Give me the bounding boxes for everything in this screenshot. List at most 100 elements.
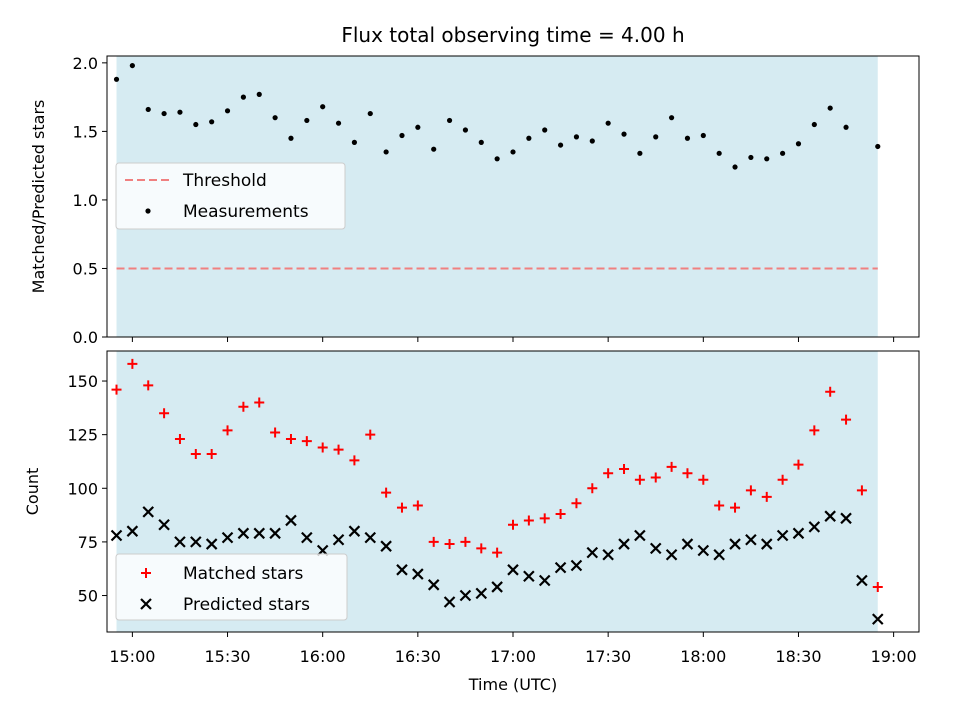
predicted-star-point bbox=[523, 570, 535, 583]
matched-star-point bbox=[523, 515, 534, 526]
measurement-point bbox=[557, 142, 564, 148]
count-legend-box bbox=[115, 553, 348, 621]
ratio-legend-box bbox=[115, 162, 346, 230]
predicted-star-point bbox=[856, 574, 868, 587]
measurement-point bbox=[811, 121, 817, 128]
y-tick-label: 100 bbox=[67, 479, 98, 498]
measurement-point bbox=[494, 156, 500, 162]
measurement-point bbox=[383, 149, 389, 155]
measurement-point bbox=[653, 134, 659, 140]
measurement-point bbox=[843, 124, 849, 130]
measurement-point bbox=[145, 106, 151, 113]
measurement-point bbox=[399, 132, 405, 139]
predicted-star-point bbox=[871, 613, 884, 625]
matched-star-point bbox=[856, 485, 867, 496]
count-legend: Matched stars Predicted stars bbox=[115, 553, 348, 621]
measurement-point bbox=[446, 117, 453, 124]
predicted-star-point bbox=[459, 589, 472, 602]
matched-star-point bbox=[714, 500, 725, 511]
x-tick-label: 15:30 bbox=[204, 647, 250, 666]
measurement-point bbox=[827, 105, 833, 111]
matched-star-point bbox=[301, 436, 312, 447]
ratio-y-axis-ticks: 0.0 0.5 1.0 1.5 2.0 bbox=[73, 54, 107, 347]
measurement-point bbox=[113, 76, 120, 82]
matched-star-point bbox=[698, 474, 709, 485]
ratio-panel: 0.0 0.5 1.0 1.5 2.0 Flux total observing tim… bbox=[29, 23, 920, 347]
legend-matched-label: Matched stars bbox=[183, 564, 303, 584]
y-tick-label: 1.0 bbox=[73, 191, 98, 210]
matched-star-point bbox=[174, 433, 185, 444]
matched-star-point bbox=[539, 513, 550, 524]
measurement-point bbox=[129, 62, 135, 69]
y-tick-label: 75 bbox=[78, 533, 98, 552]
measurement-point bbox=[351, 139, 358, 145]
matched-star-point bbox=[587, 483, 598, 494]
matched-star-point bbox=[650, 472, 661, 483]
predicted-star-point bbox=[332, 533, 345, 546]
matched-star-point bbox=[127, 358, 138, 369]
predicted-star-point bbox=[808, 521, 821, 533]
x-tick-label: 16:00 bbox=[300, 647, 346, 666]
predicted-star-point bbox=[649, 542, 662, 555]
legend-threshold-label: Threshold bbox=[182, 171, 267, 191]
matched-star-point bbox=[492, 547, 503, 558]
measurement-point bbox=[795, 141, 802, 147]
matched-star-point bbox=[730, 502, 741, 513]
predicted-star-point bbox=[554, 561, 567, 574]
predicted-star-point bbox=[824, 510, 836, 522]
matched-star-point bbox=[412, 500, 423, 511]
matched-star-point bbox=[872, 581, 883, 592]
legend-matched-swatch bbox=[141, 568, 151, 578]
measurement-point bbox=[193, 121, 199, 128]
matched-star-point bbox=[634, 474, 645, 485]
matched-star-point bbox=[508, 519, 518, 530]
predicted-star-point bbox=[110, 529, 123, 542]
matched-star-point bbox=[317, 442, 328, 453]
predicted-star-point bbox=[538, 574, 551, 587]
measurement-point bbox=[367, 110, 373, 117]
x-tick-label: 15:00 bbox=[109, 647, 155, 666]
matched-star-point bbox=[381, 487, 392, 498]
matched-star-point bbox=[809, 425, 820, 436]
measurement-point bbox=[716, 150, 722, 156]
matched-star-point bbox=[666, 461, 677, 472]
matched-star-point bbox=[111, 384, 122, 395]
y-tick-label: 0.0 bbox=[73, 328, 98, 347]
matched-star-point bbox=[254, 397, 265, 408]
measurement-point bbox=[161, 110, 167, 117]
legend-predicted-label: Predicted stars bbox=[183, 595, 310, 615]
legend-measurements-swatch bbox=[145, 208, 151, 214]
predicted-star-point bbox=[618, 538, 630, 550]
measurement-point bbox=[335, 120, 342, 126]
predicted-star-point bbox=[443, 596, 456, 608]
x-tick-label: 16:30 bbox=[395, 647, 441, 666]
measurement-point bbox=[431, 146, 437, 152]
predicted-star-point bbox=[205, 538, 218, 550]
measurement-point bbox=[209, 119, 215, 125]
measurement-point bbox=[573, 134, 580, 140]
measurement-point bbox=[684, 135, 691, 141]
y-tick-label: 1.5 bbox=[73, 122, 98, 141]
matched-star-point bbox=[159, 408, 170, 419]
x-tick-label: 18:00 bbox=[680, 647, 726, 666]
predicted-star-point bbox=[697, 544, 710, 557]
predicted-star-point bbox=[348, 525, 361, 537]
y-tick-label: 0.5 bbox=[73, 259, 98, 278]
predicted-star-point bbox=[142, 506, 155, 518]
predicted-star-point bbox=[681, 538, 694, 550]
measurement-point bbox=[240, 94, 246, 100]
y-tick-label: 50 bbox=[78, 587, 98, 606]
matched-star-point bbox=[619, 463, 630, 474]
predicted-star-point bbox=[253, 527, 266, 540]
measurements-series bbox=[113, 62, 881, 170]
count-y-axis-ticks: 50 75 100 125 150 bbox=[67, 372, 107, 606]
predicted-star-point bbox=[570, 559, 583, 572]
predicted-star-point bbox=[776, 529, 789, 542]
matched-star-point bbox=[333, 444, 344, 455]
measurement-point bbox=[320, 104, 326, 110]
measurement-point bbox=[462, 127, 469, 133]
x-tick-label: 18:30 bbox=[775, 647, 821, 666]
matched-star-point bbox=[365, 429, 376, 440]
